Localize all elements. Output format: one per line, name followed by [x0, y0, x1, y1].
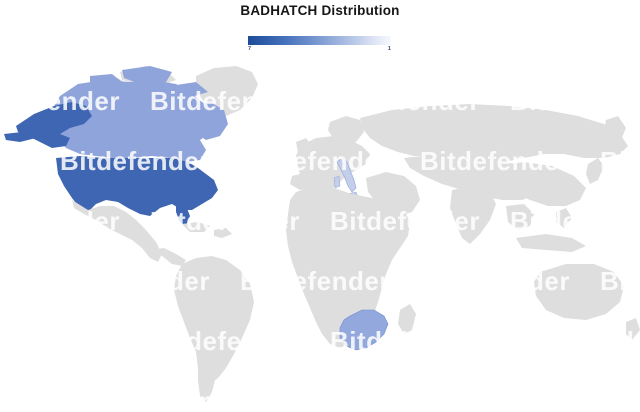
region-mexico — [72, 200, 162, 262]
region-japan — [586, 158, 604, 184]
region-canada-islands-2 — [170, 82, 208, 98]
world-map-svg — [4, 66, 640, 402]
region-east-asia — [496, 162, 586, 206]
region-indonesia — [516, 234, 586, 252]
region-new-zealand — [626, 318, 640, 340]
legend-max-label: 7 — [248, 46, 252, 52]
region-kamchatka — [604, 116, 626, 142]
region-italy — [336, 157, 357, 193]
region-alaska — [16, 102, 92, 148]
region-scandinavia — [328, 116, 364, 146]
region-canada-islands — [122, 66, 172, 84]
region-middle-east — [366, 172, 420, 216]
region-iberia — [290, 172, 318, 190]
region-sardinia — [333, 175, 341, 189]
region-caribbean-2 — [214, 228, 232, 238]
legend-min-label: 1 — [387, 46, 391, 52]
region-aleutians — [4, 132, 36, 142]
region-russia — [360, 104, 628, 164]
region-south-america — [174, 256, 254, 384]
region-southeast-asia — [506, 204, 534, 230]
world-map — [0, 58, 640, 412]
map-landmasses — [4, 66, 640, 402]
region-florida — [176, 204, 190, 226]
region-caribbean — [182, 222, 210, 232]
region-madagascar — [398, 304, 416, 334]
region-south-america-south — [198, 358, 216, 402]
color-legend: 7 1 — [248, 36, 391, 56]
region-united-states — [56, 156, 218, 216]
region-canada-east — [188, 102, 228, 140]
region-india — [450, 186, 496, 244]
region-africa — [286, 186, 410, 348]
region-south-africa — [339, 309, 389, 351]
page-title: BADHATCH Distribution — [240, 3, 400, 18]
legend-gradient-bar — [248, 36, 391, 45]
region-australia — [534, 264, 624, 320]
region-british-isles — [296, 138, 312, 154]
region-canada — [50, 80, 218, 162]
region-philippines — [556, 208, 572, 228]
region-canada-islands-3 — [90, 74, 122, 86]
region-central-america — [150, 248, 186, 266]
